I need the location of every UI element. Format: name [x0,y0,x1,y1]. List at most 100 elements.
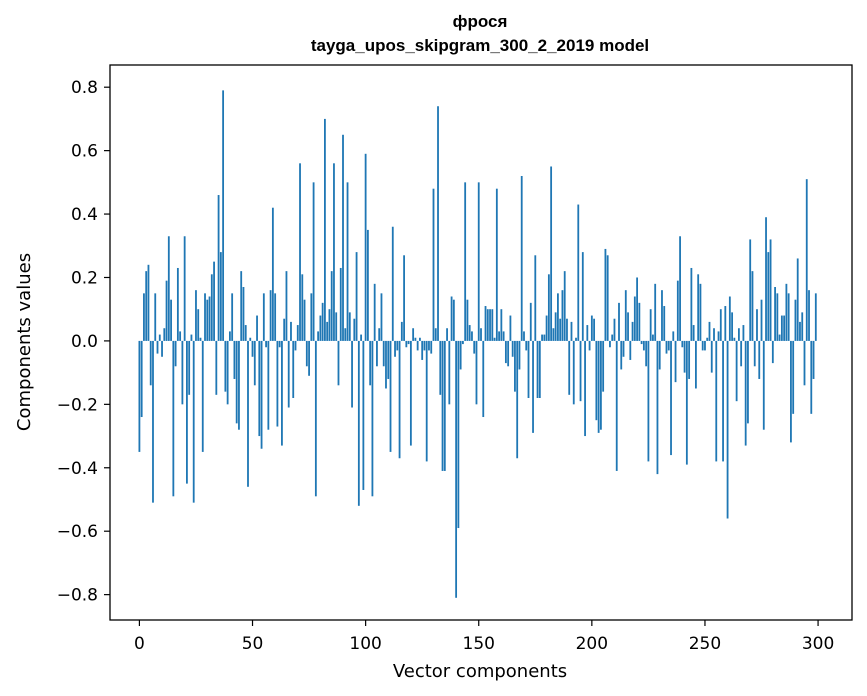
bar [525,340,528,351]
bar [663,306,666,341]
bar [314,340,317,497]
bar [423,340,426,351]
bar [238,340,240,430]
bar [416,340,419,351]
bar [520,176,523,341]
bar [624,290,627,341]
bar [167,236,170,341]
bar [163,328,166,341]
bar [450,296,453,341]
bar [715,340,718,462]
bar [742,325,745,341]
bar [692,325,695,341]
bar [783,315,786,341]
bar [681,340,684,348]
bar [722,340,724,462]
bar [685,340,688,465]
bar [165,280,168,341]
bar [378,328,381,341]
bar [452,299,455,341]
bar [296,325,299,341]
bar [281,340,283,446]
bar [575,337,577,341]
bar [756,309,758,341]
bar [161,340,163,357]
bar [704,340,706,351]
bar [618,302,620,341]
bar [482,340,485,418]
bar [762,340,765,430]
bar [590,315,593,341]
bar [780,315,783,341]
bar [290,321,292,341]
bar [667,340,670,351]
y-tick-label: −0.2 [57,395,98,415]
x-axis-ticks: 0 50 100 150 200 250 300 [134,620,834,654]
bar [480,328,482,341]
bar [294,340,297,351]
bar [507,340,510,367]
bar [303,299,306,341]
bar [670,340,672,456]
bar [498,331,500,341]
bar [337,340,340,386]
bar [283,318,286,341]
bar [387,340,390,379]
bar [633,296,636,341]
bar [269,290,272,341]
bar [265,340,267,348]
bar [606,255,609,341]
bar [403,255,405,341]
bar [758,340,761,379]
y-axis-ticks: 0.8 0.6 0.4 0.2 0.0 −0.2 −0.4 −0.6 −0.8 [57,78,110,606]
bar [627,312,629,341]
bar [308,340,310,376]
bar [439,340,442,395]
bar [751,271,754,341]
bar [599,340,602,430]
bar [219,252,222,341]
bar [708,321,711,341]
bar [740,340,743,367]
bar [735,340,738,402]
bar [595,340,598,421]
bar [434,328,437,341]
bar [262,293,265,341]
bar [419,337,421,341]
bar [502,331,505,341]
x-tick-label: 300 [802,634,834,654]
bar [201,340,204,452]
bar [473,340,476,354]
bar [228,331,231,341]
bar [412,328,415,341]
y-tick-label: 0.0 [71,332,98,352]
bar [398,340,401,459]
bar [572,340,575,405]
bar [382,340,385,367]
bar [373,283,376,341]
bar [814,293,817,341]
bar [344,328,347,341]
y-tick-label: 0.8 [71,78,98,98]
bar [351,340,353,408]
bar [500,309,503,341]
bar [661,290,663,341]
bar [446,328,448,341]
bar [581,252,584,341]
bar [541,334,543,341]
bar [199,337,202,341]
bar [276,340,279,427]
bar [760,299,763,341]
x-tick-label: 0 [134,634,145,654]
bar [649,309,652,341]
bar [724,306,727,341]
y-tick-label: −0.6 [57,522,98,542]
bar [357,340,360,506]
bar [710,340,713,373]
bar [360,334,363,341]
bar [464,182,467,341]
bar [794,299,797,341]
y-tick-label: 0.4 [71,205,98,225]
bar [683,340,686,373]
